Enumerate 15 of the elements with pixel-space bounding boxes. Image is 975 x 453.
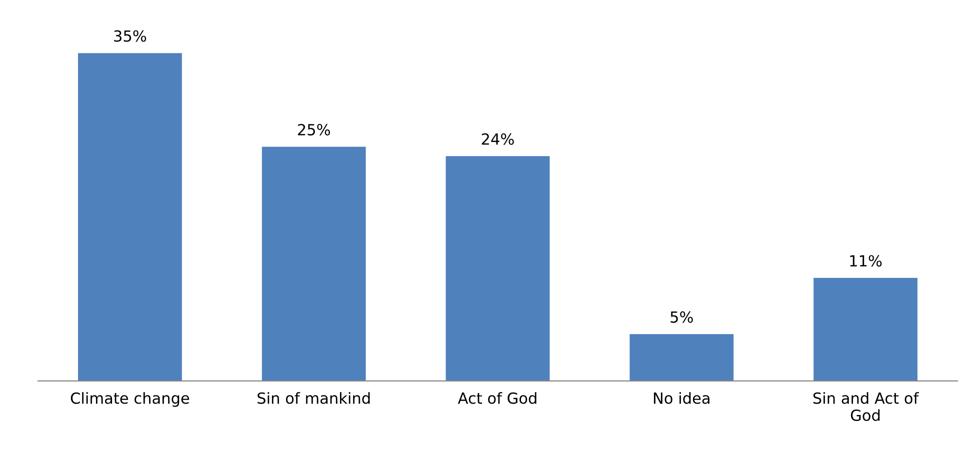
data-label: 25% <box>298 124 330 136</box>
data-label: 35% <box>114 30 146 42</box>
data-label: 5% <box>670 311 693 323</box>
bar <box>262 146 366 381</box>
bar <box>630 334 734 381</box>
bar <box>446 156 550 381</box>
x-tick-label: Sin and Act of God <box>813 392 919 422</box>
bar <box>78 53 182 381</box>
data-label: 11% <box>850 255 882 267</box>
data-label: 24% <box>482 133 514 145</box>
x-tick-label: No idea <box>654 392 710 404</box>
x-tick-label: Act of God <box>458 392 536 404</box>
x-tick-label: Sin of mankind <box>258 392 370 404</box>
x-tick-label: Climate change <box>70 392 190 407</box>
bar <box>814 278 918 381</box>
